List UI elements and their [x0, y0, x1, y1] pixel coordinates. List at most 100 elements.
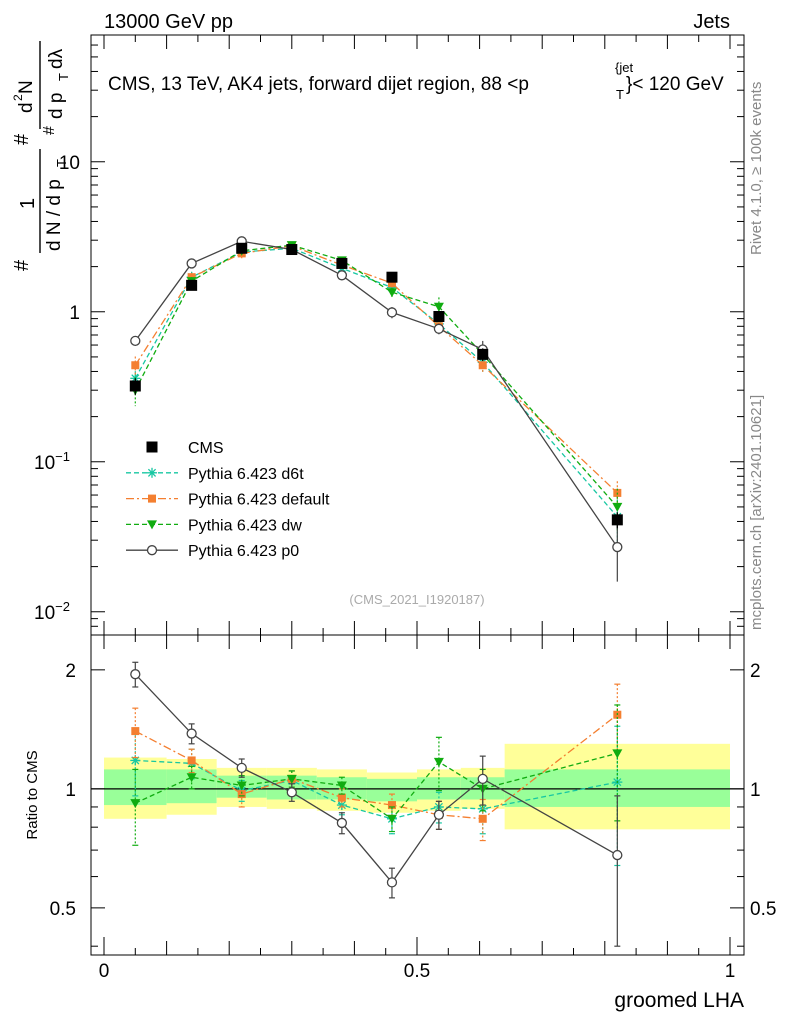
point-def: [387, 279, 396, 288]
legend-item-p0: Pythia 6.423 p0: [126, 543, 299, 560]
category-label: Jets: [693, 11, 730, 33]
rivet-label: Rivet 4.1.0, ≥ 100k events: [748, 82, 765, 255]
y-ratio-tick-label: 1: [65, 780, 76, 801]
y-label-hash-1: #: [11, 259, 33, 271]
y-ratio-tick-label: 2: [65, 661, 76, 682]
y-main-tick-label: 1: [69, 303, 80, 324]
legend: CMS Pythia 6.423 d6t Pythia 6.423 default P…: [126, 440, 330, 560]
axes-ticks: [91, 34, 744, 955]
ratio-point-dw: [386, 814, 397, 824]
energy-label: 13000 GeV pp: [104, 11, 233, 33]
legend-item-def: Pythia 6.423 default: [126, 492, 330, 509]
point-p0: [612, 541, 623, 553]
legend-marker-cms: [146, 441, 158, 453]
legend-marker-d6t: [147, 467, 157, 478]
y-label-denominator-2-sub: T: [56, 73, 71, 81]
point-cms: [477, 348, 489, 360]
ratio-point-dw: [433, 757, 444, 767]
point-dw: [433, 302, 444, 312]
mcplots-label: mcplots.cern.ch [arXiv:2401.10621]: [748, 395, 765, 630]
legend-label-def: Pythia 6.423 default: [188, 492, 330, 509]
ratio-point-dw: [236, 781, 247, 791]
y-ratio-tick-label-right: 0.5: [750, 899, 776, 920]
point-cms: [386, 271, 398, 283]
ratio-point-def: [478, 814, 487, 823]
plot-title-tail: }< 120 GeV: [626, 74, 724, 95]
y-main-tick-label: 10−2: [34, 599, 70, 624]
ratio-series-dw: [130, 704, 623, 846]
y-label-hash-2: #: [11, 133, 33, 145]
point-p0: [433, 323, 445, 334]
ratio-point-dw: [186, 773, 197, 783]
legend-label-dw: Pythia 6.423 dw: [188, 517, 302, 534]
point-def: [478, 361, 487, 370]
ratio-point-def: [337, 793, 346, 802]
ratio-point-def: [187, 756, 196, 765]
series-layer: [129, 236, 623, 947]
point-cms: [611, 514, 623, 526]
x-tick-label: 0: [99, 961, 110, 982]
legend-item-dw: Pythia 6.423 dw: [126, 517, 302, 534]
ratio-point-p0: [477, 773, 488, 785]
point-cms: [336, 257, 348, 269]
y-ratio-tick-label-right: 1: [750, 780, 761, 801]
plot-title: CMS, 13 TeV, AK4 jets, forward dijet reg…: [108, 74, 529, 95]
y-ratio-tick-label-right: 2: [750, 661, 761, 682]
point-cms: [236, 242, 248, 254]
x-tick-label: 0.5: [404, 961, 430, 982]
ratio-point-p0: [386, 877, 398, 888]
point-p0: [336, 270, 348, 281]
point-cms: [186, 279, 198, 291]
y-label-denominator-sub: T: [54, 159, 69, 167]
legend-marker-p0: [146, 545, 158, 556]
ratio-point-p0: [236, 762, 247, 774]
ratio-point-p0: [433, 809, 445, 820]
ratio-point-p0: [186, 728, 197, 739]
ratio-point-dw: [336, 781, 347, 791]
point-cms: [286, 244, 298, 256]
point-p0: [130, 335, 141, 346]
point-dw: [386, 288, 397, 298]
ratio-point-def: [131, 727, 140, 736]
ratio-point-p0: [336, 817, 348, 829]
y-label-numerator-n: N: [16, 80, 37, 94]
point-dw: [612, 502, 623, 512]
plot-title-sub: T: [616, 87, 624, 102]
point-def: [131, 361, 140, 370]
y-main-tick-label: 10−1: [34, 449, 70, 474]
x-axis-label: groomed LHA: [614, 989, 744, 1012]
ratio-point-p0: [612, 849, 623, 861]
ratio-point-dw: [612, 749, 623, 759]
y-main-tick-label: 10: [59, 153, 80, 174]
ratio-point-p0: [286, 787, 297, 798]
legend-label-p0: Pythia 6.423 p0: [188, 543, 299, 560]
point-p0: [186, 258, 197, 269]
legend-item-d6t: Pythia 6.423 d6t: [126, 466, 304, 483]
plot-title-sup: {jet: [615, 60, 633, 75]
x-tick-label: 1: [725, 961, 736, 982]
ratio-point-def: [387, 801, 396, 810]
point-cms: [433, 310, 445, 322]
ratio-point-dw: [130, 799, 141, 809]
ratio-series-p0: [130, 661, 623, 947]
legend-label-d6t: Pythia 6.423 d6t: [188, 466, 304, 483]
ratio-point-dw: [286, 774, 297, 784]
series-cms: [129, 242, 623, 529]
y-axis-ratio-label: Ratio to CMS: [24, 750, 41, 839]
legend-marker-def: [148, 494, 156, 503]
point-cms: [129, 380, 141, 392]
legend-label-cms: CMS: [188, 440, 224, 457]
y-label-one: 1: [17, 198, 39, 209]
point-p0: [386, 307, 398, 318]
uncertainty-bands: [91, 743, 744, 830]
y-label-hash-3: #: [41, 126, 58, 135]
ratio-point-def: [237, 790, 246, 799]
series-dw: [130, 241, 623, 533]
ratio-point-p0: [130, 669, 141, 680]
y-label-denominator: d N / d p: [44, 179, 65, 251]
analysis-id: (CMS_2021_I1920187): [349, 592, 484, 607]
y-label-dlambda: dλ: [46, 48, 67, 69]
legend-item-cms: CMS: [146, 440, 224, 457]
legend-marker-dw: [147, 520, 157, 530]
y-label-numerator-exp: 2: [11, 94, 25, 101]
